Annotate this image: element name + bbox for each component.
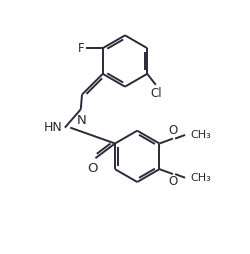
Text: F: F	[78, 42, 84, 55]
Text: O: O	[168, 124, 177, 137]
Text: HN: HN	[44, 121, 62, 134]
Text: CH₃: CH₃	[190, 130, 211, 140]
Text: N: N	[77, 114, 87, 127]
Text: CH₃: CH₃	[190, 173, 211, 183]
Text: O: O	[168, 175, 177, 188]
Text: Cl: Cl	[150, 87, 162, 100]
Text: O: O	[88, 162, 98, 175]
